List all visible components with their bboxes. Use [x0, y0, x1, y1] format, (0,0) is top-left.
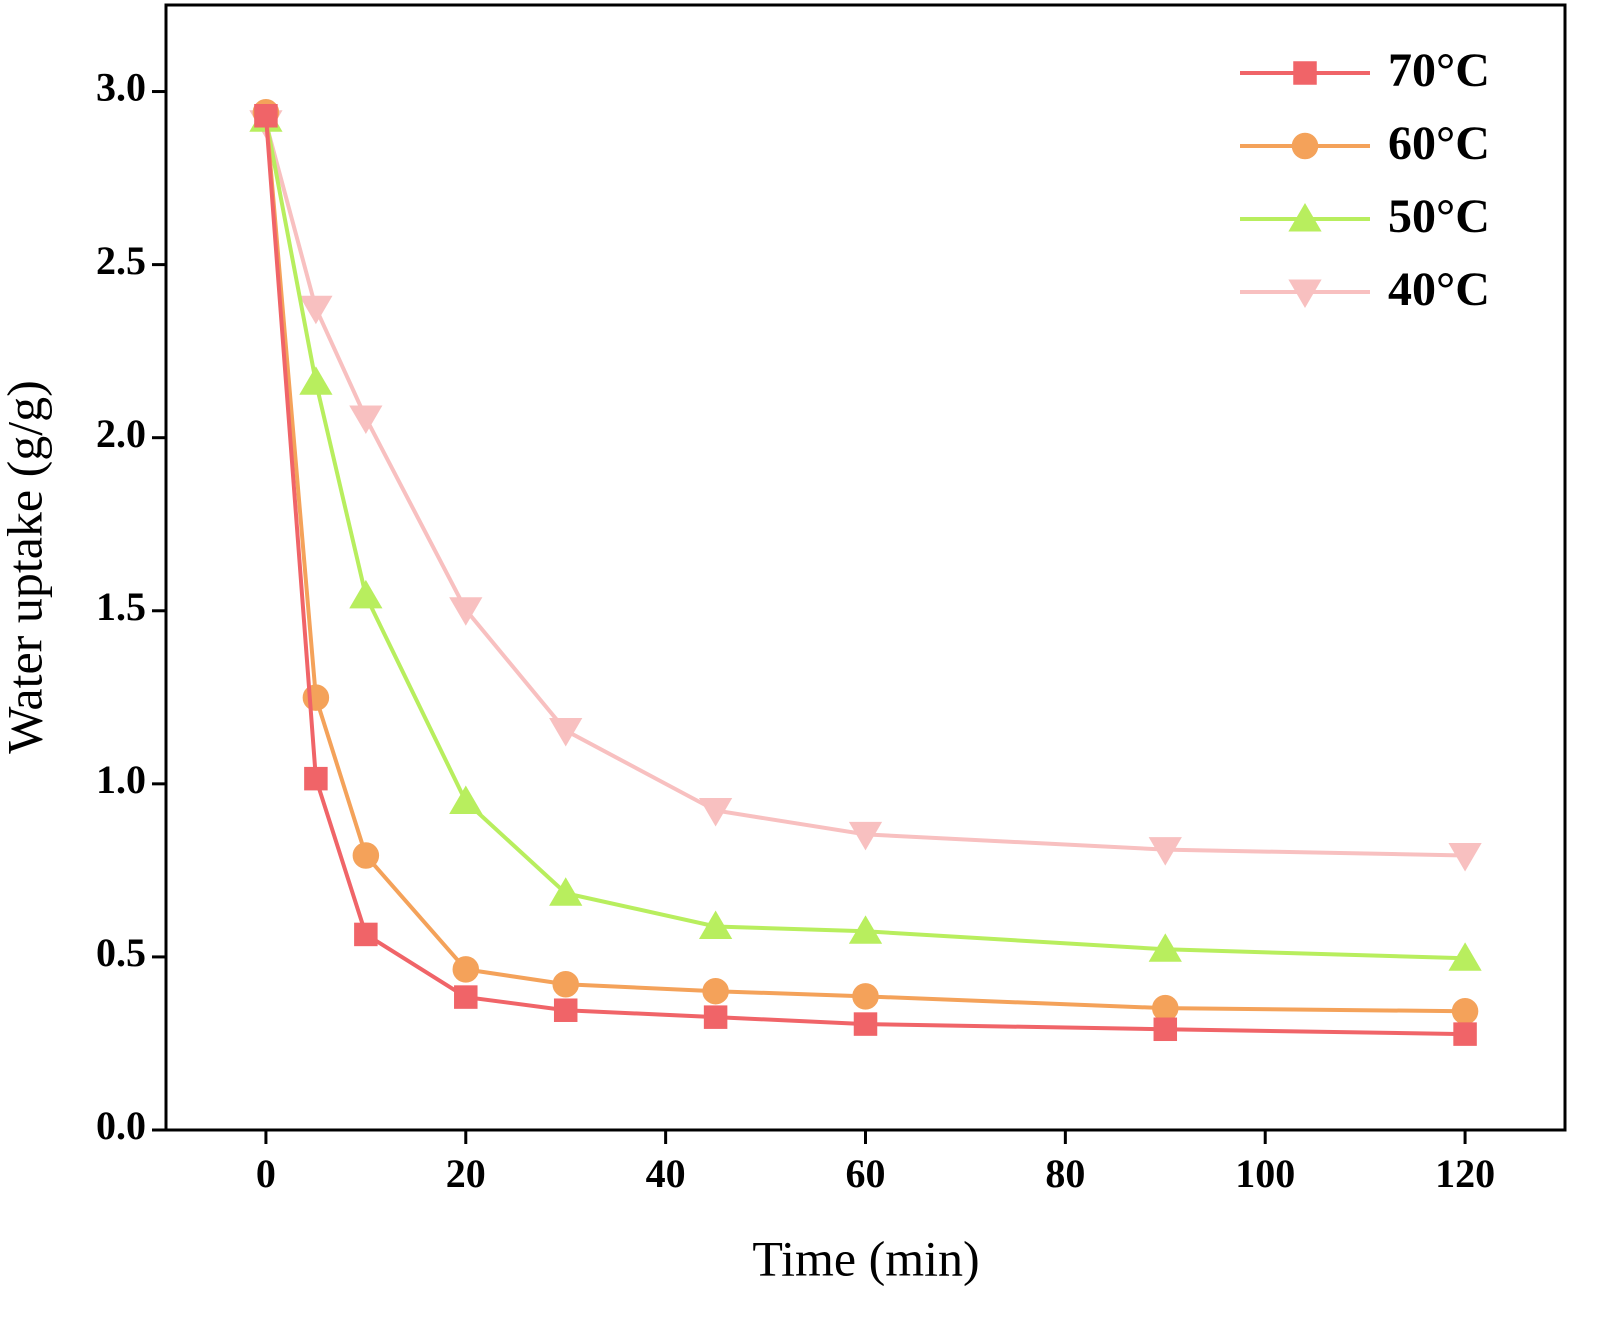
data-point — [1451, 998, 1479, 1025]
x-axis-title: Time (min) — [752, 1230, 979, 1286]
data-point — [454, 985, 478, 1009]
legend-label: 60°C — [1388, 117, 1490, 170]
y-tick-label: 0.0 — [96, 1103, 146, 1148]
data-point — [352, 842, 380, 869]
data-point — [1453, 1022, 1477, 1046]
plot-frame — [164, 3, 1567, 1132]
data-point — [552, 971, 579, 998]
y-tick-label: 1.0 — [96, 757, 146, 802]
data-point — [254, 104, 278, 128]
y-tick-label: 2.0 — [96, 411, 146, 456]
data-point — [549, 718, 583, 747]
data-point — [848, 821, 883, 851]
legend-label: 70°C — [1388, 44, 1490, 97]
legend-label: 40°C — [1388, 263, 1490, 316]
x-tick-label: 80 — [1045, 1151, 1085, 1196]
y-axis-title: Water uptake (g/g) — [0, 380, 52, 754]
data-point — [698, 910, 733, 939]
data-point — [354, 922, 378, 947]
y-tick-label: 2.5 — [96, 238, 146, 283]
x-tick-label: 0 — [256, 1151, 276, 1196]
y-tick-label: 3.0 — [96, 65, 146, 110]
data-point — [852, 983, 879, 1010]
legend-marker — [1291, 132, 1319, 160]
series-line — [263, 112, 1466, 1014]
data-point — [299, 295, 333, 325]
data-point — [299, 366, 333, 395]
legend-marker — [1288, 203, 1322, 232]
x-tick-label: 20 — [446, 1151, 486, 1196]
data-point — [1148, 933, 1182, 962]
series-line — [263, 122, 1466, 858]
data-point — [1148, 837, 1182, 866]
y-tick-label: 0.5 — [96, 930, 146, 975]
legend-label: 50°C — [1388, 190, 1490, 243]
x-tick-label: 40 — [646, 1151, 686, 1196]
data-point — [349, 405, 383, 434]
data-point — [304, 766, 328, 791]
data-point — [698, 798, 733, 827]
data-point — [1448, 942, 1482, 971]
data-point — [853, 1012, 878, 1036]
data-point — [1152, 994, 1179, 1022]
data-point — [702, 977, 729, 1005]
data-point — [703, 1005, 728, 1029]
data-point — [848, 915, 883, 944]
data-point — [302, 684, 330, 711]
data-point — [449, 785, 483, 814]
data-point — [349, 579, 383, 609]
data-point — [549, 877, 583, 906]
data-point — [449, 597, 483, 626]
legend-marker — [1293, 61, 1317, 85]
x-tick-label: 100 — [1235, 1151, 1295, 1196]
data-point — [1448, 843, 1482, 872]
y-tick-label: 1.5 — [96, 584, 146, 629]
x-tick-label: 60 — [846, 1151, 886, 1196]
data-point — [553, 998, 578, 1022]
x-tick-label: 120 — [1435, 1151, 1495, 1196]
legend-marker — [1288, 279, 1322, 308]
data-point — [1153, 1017, 1178, 1042]
data-point — [452, 956, 480, 983]
